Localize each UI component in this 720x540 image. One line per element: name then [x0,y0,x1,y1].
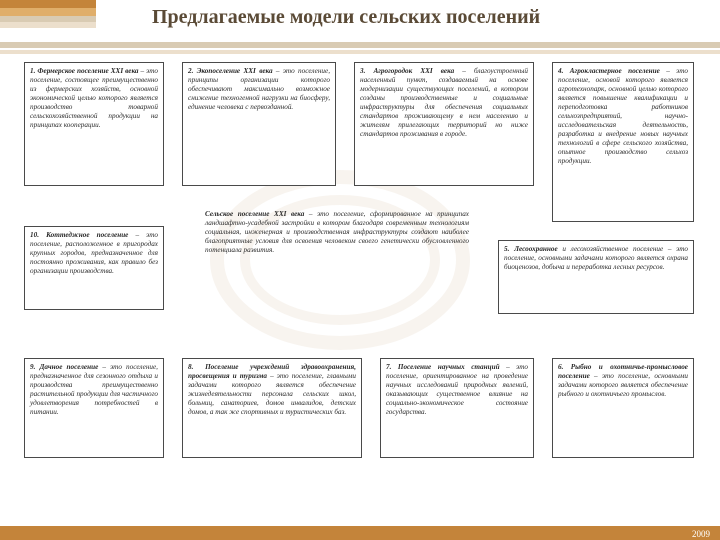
box-body: – благоустроенный населенный пункт, созд… [360,67,528,138]
box-title: 7. Поселение научных станций [386,363,500,371]
box-title: 3. Агрогородок XXI века [360,67,454,75]
box-8: 8. Поселение учреждений здравоохранения,… [182,358,362,458]
box-5: 5. Лесоохранное и лесохозяйственное посе… [498,240,694,314]
stripe [0,22,96,28]
box-3: 3. Агрогородок XXI века – благоустроенны… [354,62,534,186]
box-7: 7. Поселение научных станций – это посел… [380,358,534,458]
footer-year: 2009 [692,529,710,539]
box-1: 1. Фермерское поселение XXI века – это п… [24,62,164,186]
footer-bar [0,526,720,540]
box-title: 9. Дачное поселение [30,363,98,371]
content-grid: 1. Фермерское поселение XXI века – это п… [24,62,696,520]
box-title: Сельское поселение XXI века [205,210,304,218]
box-title: 1. Фермерское поселение XXI века [30,67,139,75]
box-title: 10. Коттеджное поселение [30,231,128,239]
page-title: Предлагаемые модели сельских поселений [152,6,540,29]
box-10: 10. Коттеджное поселение – это поселение… [24,226,164,310]
box-title: 5. Лесоохранное [504,245,558,253]
box-title: 2. Экопоселение XXI века [188,67,273,75]
box-body: – это поселение, основой которого являет… [558,67,688,165]
stripe [0,0,96,8]
box-6: 6. Рыбно и охотничье-промысловое поселен… [552,358,694,458]
header-bar-thin [0,50,720,54]
corner-stripes [0,0,96,42]
box-body: – это поселение, состоящее преимуществен… [30,67,158,129]
box-4: 4. Агрокластерное поселение – это поселе… [552,62,694,222]
box-title: 4. Агрокластерное поселение [558,67,660,75]
box-9: 9. Дачное поселение – это поселение, пре… [24,358,164,458]
stripe [0,8,96,16]
header-bar [0,42,720,48]
box-central: Сельское поселение XXI века – это поселе… [200,206,474,326]
box-2: 2. Экопоселение XXI века – это поселение… [182,62,336,186]
